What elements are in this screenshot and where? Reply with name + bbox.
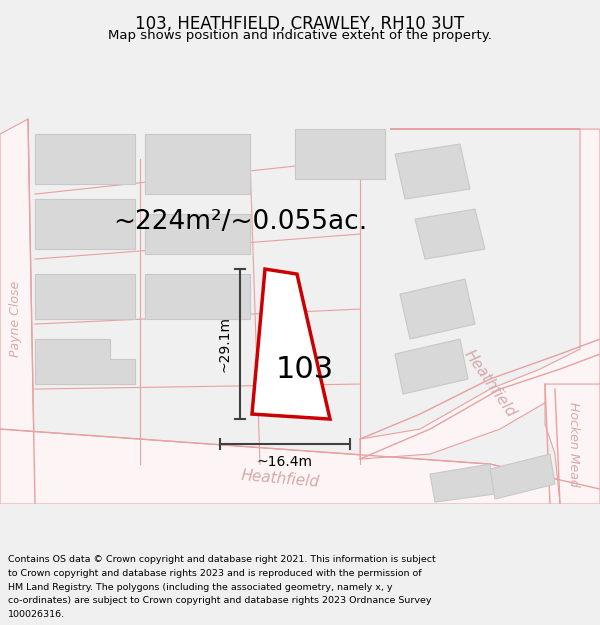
Text: Contains OS data © Crown copyright and database right 2021. This information is : Contains OS data © Crown copyright and d… bbox=[8, 555, 436, 564]
Polygon shape bbox=[145, 214, 250, 254]
Text: co-ordinates) are subject to Crown copyright and database rights 2023 Ordnance S: co-ordinates) are subject to Crown copyr… bbox=[8, 596, 431, 605]
Text: Map shows position and indicative extent of the property.: Map shows position and indicative extent… bbox=[108, 29, 492, 41]
Text: 103: 103 bbox=[276, 354, 334, 384]
Polygon shape bbox=[35, 134, 135, 184]
Polygon shape bbox=[35, 339, 135, 384]
Polygon shape bbox=[0, 119, 35, 504]
Text: 103, HEATHFIELD, CRAWLEY, RH10 3UT: 103, HEATHFIELD, CRAWLEY, RH10 3UT bbox=[136, 15, 464, 32]
Text: ~29.1m: ~29.1m bbox=[217, 316, 231, 372]
Polygon shape bbox=[360, 129, 600, 459]
Polygon shape bbox=[252, 269, 330, 419]
Polygon shape bbox=[395, 339, 468, 394]
Text: ~224m²/~0.055ac.: ~224m²/~0.055ac. bbox=[113, 209, 367, 235]
Text: Hocken Mead: Hocken Mead bbox=[568, 402, 581, 486]
Polygon shape bbox=[415, 209, 485, 259]
Polygon shape bbox=[490, 454, 555, 499]
Text: Heathfield: Heathfield bbox=[240, 468, 320, 490]
Polygon shape bbox=[430, 464, 495, 502]
Polygon shape bbox=[35, 199, 135, 249]
Polygon shape bbox=[145, 274, 250, 319]
Polygon shape bbox=[295, 129, 385, 179]
Text: Payne Close: Payne Close bbox=[10, 281, 23, 357]
Polygon shape bbox=[395, 144, 470, 199]
Polygon shape bbox=[545, 384, 600, 504]
Polygon shape bbox=[35, 274, 135, 319]
Polygon shape bbox=[145, 134, 250, 194]
Polygon shape bbox=[0, 429, 600, 504]
Text: to Crown copyright and database rights 2023 and is reproduced with the permissio: to Crown copyright and database rights 2… bbox=[8, 569, 421, 578]
Polygon shape bbox=[400, 279, 475, 339]
Text: 100026316.: 100026316. bbox=[8, 610, 65, 619]
Text: Heathfield: Heathfield bbox=[461, 348, 519, 421]
Text: HM Land Registry. The polygons (including the associated geometry, namely x, y: HM Land Registry. The polygons (includin… bbox=[8, 582, 392, 591]
Text: ~16.4m: ~16.4m bbox=[257, 455, 313, 469]
